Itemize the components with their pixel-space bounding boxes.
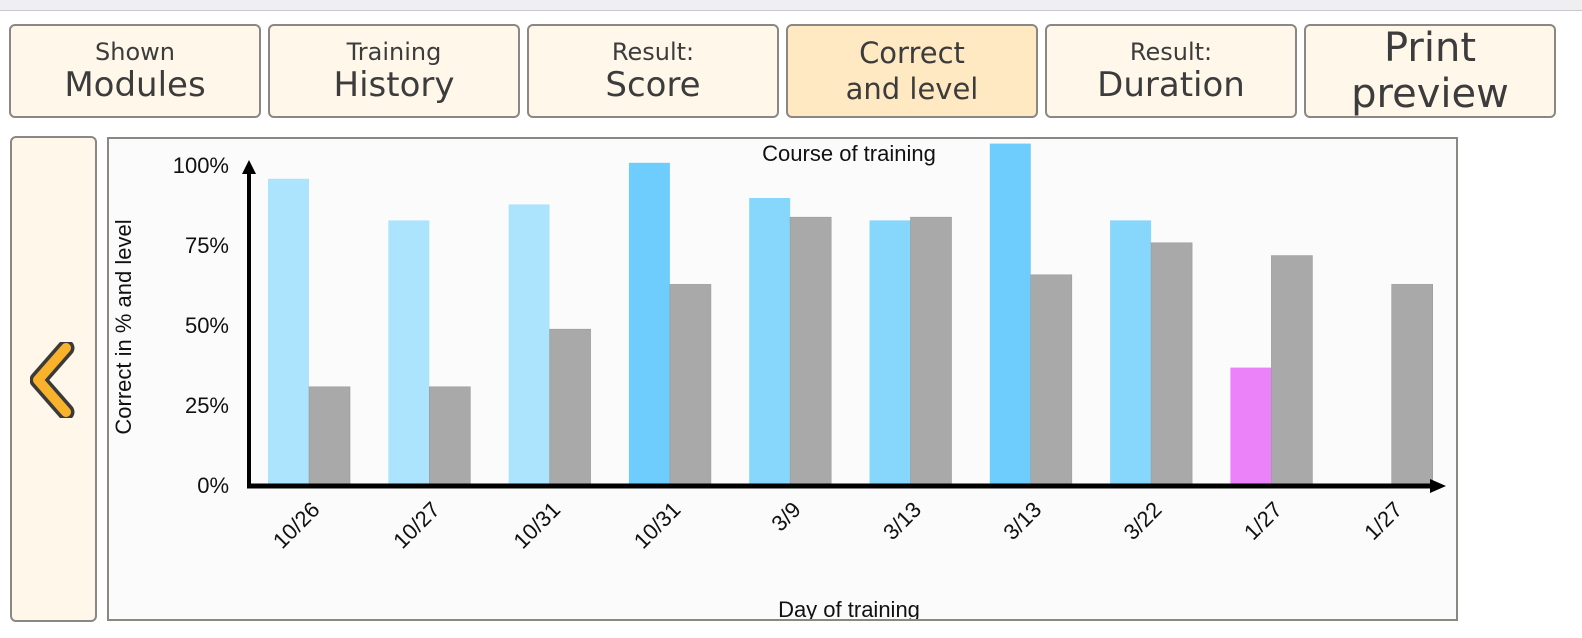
bar-correct	[1110, 220, 1152, 486]
tab-result-score[interactable]: Result: Score	[527, 24, 779, 118]
bar-correct	[268, 178, 309, 487]
x-axis-arrow	[1430, 479, 1446, 493]
x-tick-label: 1/27	[1239, 497, 1287, 545]
window-top-strip	[0, 0, 1582, 11]
x-tick-label: 3/13	[878, 497, 926, 545]
bar-level	[910, 216, 952, 487]
x-tick-label: 1/27	[1359, 497, 1407, 545]
chart-panel: Course of training Day of training Correct…	[107, 137, 1458, 621]
tab-training-history[interactable]: Training History	[268, 24, 520, 118]
bar-level	[308, 386, 351, 487]
tab-training-history-line2: History	[333, 65, 455, 105]
bar-level	[1391, 284, 1433, 487]
x-tick-label: 3/9	[766, 497, 805, 536]
tab-correct-and-level-line2: and level	[845, 72, 979, 106]
bar-correct	[508, 204, 550, 486]
x-tick-label: 10/31	[629, 497, 686, 554]
x-tick-label: 10/26	[268, 497, 325, 554]
bar-chart: Course of training Day of training Correct…	[111, 141, 1446, 619]
tab-result-score-line1: Result:	[611, 38, 695, 66]
bar-level	[789, 216, 832, 487]
y-tick-label: 50%	[185, 313, 229, 338]
bar-correct	[628, 162, 670, 487]
bar-correct	[869, 220, 911, 486]
chevron-left-icon	[30, 342, 75, 418]
tab-result-duration-line2: Duration	[1097, 65, 1245, 105]
back-button[interactable]	[10, 136, 97, 622]
tab-print-preview[interactable]: Print preview	[1304, 24, 1556, 118]
tab-print-preview-label: Print preview	[1351, 25, 1509, 117]
tab-result-duration-line1: Result:	[1129, 38, 1213, 66]
y-tick-label: 75%	[185, 233, 229, 258]
tab-shown-modules[interactable]: Shown Modules	[9, 24, 261, 118]
y-tick-label: 100%	[173, 153, 229, 178]
y-tick-label: 25%	[185, 393, 229, 418]
bar-correct	[388, 220, 430, 486]
y-axis-arrow	[242, 160, 256, 174]
bar-level	[428, 386, 471, 487]
x-tick-label: 3/13	[998, 497, 1046, 545]
tab-shown-modules-line2: Modules	[64, 65, 206, 105]
y-axis-label: Correct in % and level	[111, 219, 136, 434]
tab-shown-modules-line1: Shown	[95, 38, 175, 66]
bar-level	[1271, 255, 1313, 487]
bar-level	[1030, 274, 1073, 487]
chart-title: Course of training	[762, 141, 936, 166]
y-tick-label: 0%	[197, 473, 229, 498]
bar-correct	[989, 143, 1031, 486]
x-axis-label: Day of training	[778, 597, 920, 619]
tab-result-duration[interactable]: Result: Duration	[1045, 24, 1297, 118]
tab-result-score-line2: Score	[605, 65, 701, 105]
x-tick-label: 3/22	[1119, 497, 1167, 545]
x-tick-label: 10/31	[509, 497, 566, 554]
bar-correct	[749, 198, 791, 486]
bar-level	[549, 328, 591, 487]
tab-training-history-line1: Training	[346, 38, 442, 66]
bar-level	[669, 284, 712, 487]
bar-correct	[1230, 367, 1272, 486]
x-tick-label: 10/27	[388, 497, 445, 554]
tab-correct-and-level[interactable]: Correct and level	[786, 24, 1038, 118]
tab-correct-and-level-line1: Correct	[859, 36, 965, 70]
bar-level	[1150, 242, 1193, 487]
